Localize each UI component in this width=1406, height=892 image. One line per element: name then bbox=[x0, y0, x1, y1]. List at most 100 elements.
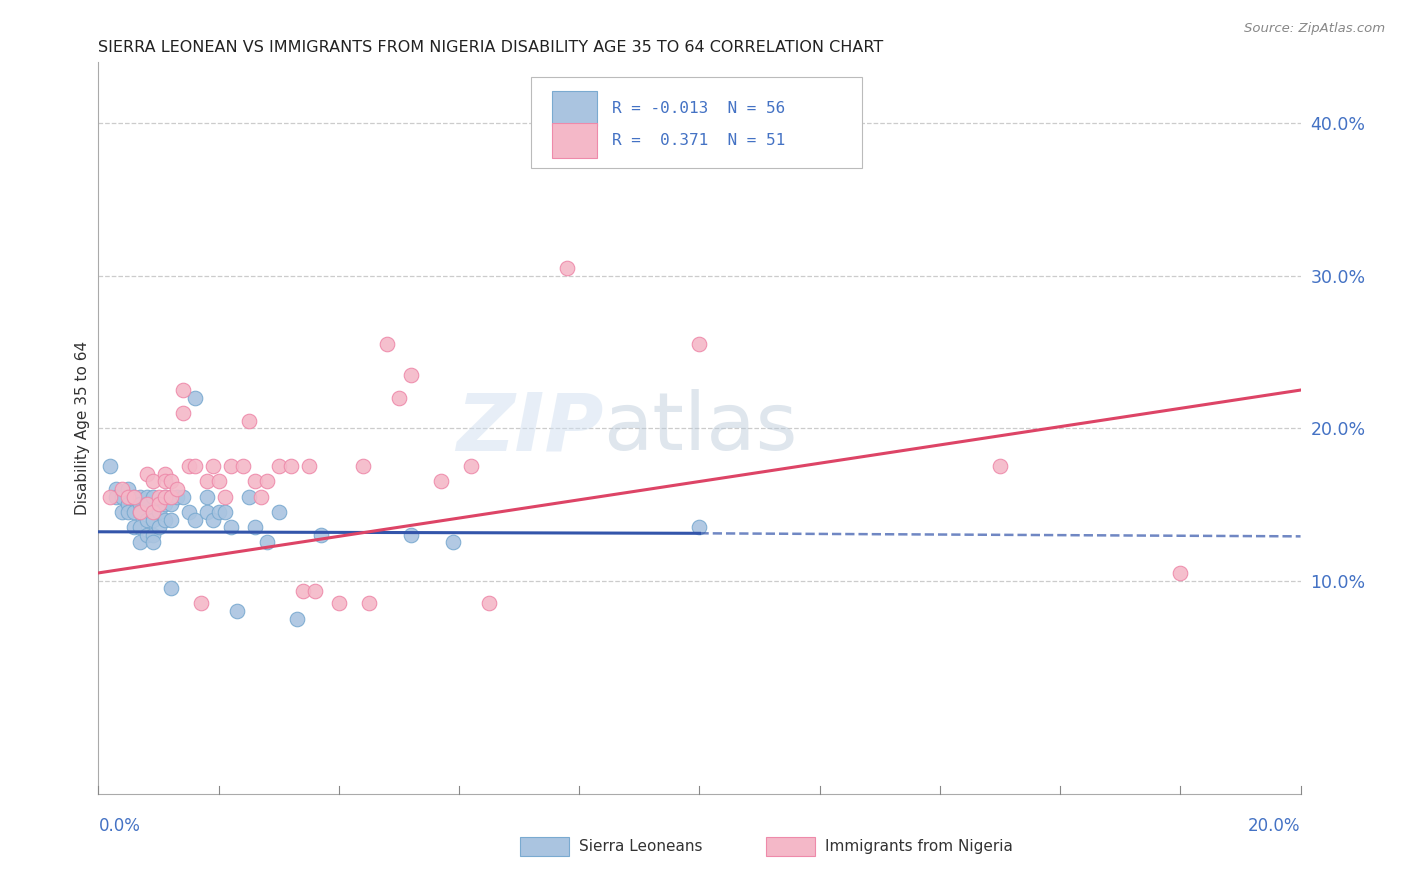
Point bbox=[190, 596, 212, 610]
Point bbox=[129, 490, 152, 504]
Point bbox=[124, 490, 146, 504]
Point bbox=[111, 490, 134, 504]
Point bbox=[166, 482, 188, 496]
Point bbox=[117, 497, 139, 511]
Point bbox=[352, 459, 374, 474]
Point bbox=[135, 497, 157, 511]
Y-axis label: Disability Age 35 to 64: Disability Age 35 to 64 bbox=[75, 341, 90, 516]
Point bbox=[243, 520, 266, 534]
Point bbox=[219, 459, 242, 474]
Point bbox=[124, 520, 146, 534]
Point bbox=[291, 584, 314, 599]
Bar bbox=[551, 91, 598, 126]
Point bbox=[183, 512, 205, 526]
Point bbox=[111, 505, 134, 519]
Point bbox=[148, 497, 170, 511]
Point bbox=[141, 512, 163, 526]
Point bbox=[141, 528, 163, 542]
Point bbox=[153, 490, 176, 504]
Point bbox=[1170, 566, 1192, 580]
Point bbox=[135, 467, 157, 481]
Point bbox=[183, 391, 205, 405]
Point bbox=[141, 535, 163, 549]
Point bbox=[375, 337, 398, 351]
Point bbox=[172, 406, 194, 420]
Point bbox=[267, 459, 290, 474]
Point bbox=[117, 490, 139, 504]
Point bbox=[129, 535, 152, 549]
Point bbox=[689, 520, 711, 534]
Point bbox=[399, 528, 422, 542]
Point bbox=[195, 490, 218, 504]
Point bbox=[141, 475, 163, 489]
Point bbox=[195, 505, 218, 519]
Text: 0.0%: 0.0% bbox=[98, 817, 141, 835]
Point bbox=[172, 383, 194, 397]
Point bbox=[141, 505, 163, 519]
Point bbox=[225, 604, 247, 618]
Point bbox=[219, 520, 242, 534]
Point bbox=[105, 490, 128, 504]
Point bbox=[183, 459, 205, 474]
Point bbox=[172, 490, 194, 504]
Text: 20.0%: 20.0% bbox=[1249, 817, 1301, 835]
Point bbox=[267, 505, 290, 519]
Point bbox=[238, 490, 260, 504]
Point bbox=[153, 490, 176, 504]
Point bbox=[195, 475, 218, 489]
Point bbox=[159, 512, 181, 526]
Point bbox=[256, 535, 278, 549]
Text: Immigrants from Nigeria: Immigrants from Nigeria bbox=[825, 839, 1014, 854]
Point bbox=[135, 497, 157, 511]
Point bbox=[177, 459, 200, 474]
Bar bbox=[551, 123, 598, 158]
Point bbox=[100, 459, 122, 474]
Point bbox=[153, 512, 176, 526]
Text: atlas: atlas bbox=[603, 389, 797, 467]
Point bbox=[214, 505, 236, 519]
Point bbox=[256, 475, 278, 489]
Point bbox=[135, 490, 157, 504]
Point bbox=[124, 505, 146, 519]
Point bbox=[357, 596, 380, 610]
Point bbox=[159, 497, 181, 511]
Point bbox=[148, 497, 170, 511]
Point bbox=[304, 584, 326, 599]
Point bbox=[214, 490, 236, 504]
Point bbox=[460, 459, 482, 474]
Text: Sierra Leoneans: Sierra Leoneans bbox=[579, 839, 703, 854]
Point bbox=[243, 475, 266, 489]
Point bbox=[153, 497, 176, 511]
Point bbox=[111, 482, 134, 496]
Point bbox=[159, 475, 181, 489]
Point bbox=[555, 261, 578, 276]
Point bbox=[153, 475, 176, 489]
Point bbox=[129, 520, 152, 534]
Point bbox=[148, 490, 170, 504]
Text: ZIP: ZIP bbox=[456, 389, 603, 467]
Point bbox=[100, 490, 122, 504]
Point bbox=[159, 490, 181, 504]
Point bbox=[441, 535, 464, 549]
Point bbox=[135, 512, 157, 526]
Point bbox=[249, 490, 271, 504]
Point bbox=[129, 505, 152, 519]
Point bbox=[153, 467, 176, 481]
Point bbox=[159, 581, 181, 595]
Point bbox=[988, 459, 1011, 474]
Point bbox=[285, 612, 308, 626]
Text: SIERRA LEONEAN VS IMMIGRANTS FROM NIGERIA DISABILITY AGE 35 TO 64 CORRELATION CH: SIERRA LEONEAN VS IMMIGRANTS FROM NIGERI… bbox=[98, 40, 883, 55]
Point bbox=[201, 459, 224, 474]
Point bbox=[129, 497, 152, 511]
Point bbox=[177, 505, 200, 519]
Point bbox=[117, 505, 139, 519]
Point bbox=[135, 528, 157, 542]
Point bbox=[388, 391, 411, 405]
Point bbox=[430, 475, 453, 489]
Point bbox=[208, 475, 231, 489]
Point bbox=[117, 482, 139, 496]
Point bbox=[159, 490, 181, 504]
Point bbox=[399, 368, 422, 382]
Point bbox=[148, 505, 170, 519]
Point bbox=[141, 505, 163, 519]
